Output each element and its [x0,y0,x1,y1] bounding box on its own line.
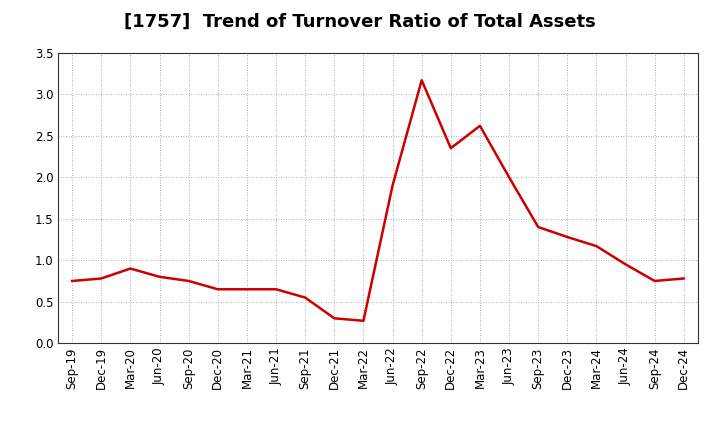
Text: [1757]  Trend of Turnover Ratio of Total Assets: [1757] Trend of Turnover Ratio of Total … [124,13,596,31]
